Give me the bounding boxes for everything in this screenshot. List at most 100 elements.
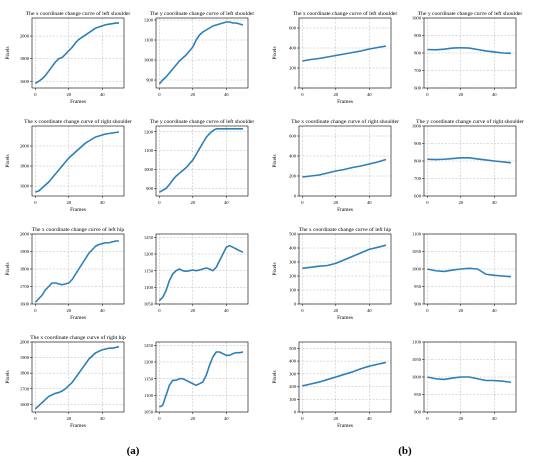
plot-frame [298,341,392,413]
x-tick-label: 40 [100,200,105,205]
y-tick-label: 1250 [144,343,154,348]
y-tick-label: 400 [289,46,297,51]
y-tick-label: 1900 [20,355,30,360]
series-line [158,21,244,85]
y-tick-label: 0 [294,302,297,307]
series-line [34,345,120,410]
y-tick-label: 1100 [144,38,154,43]
y-tick-label: 900 [146,78,154,83]
y-tick-label: 1200 [144,129,154,134]
x-tick-label: 40 [367,308,372,313]
series-line [34,22,119,85]
y-tick-label: 800 [414,159,422,164]
y-tick-label: 400 [289,246,297,251]
y-tick-label: 300 [289,371,297,376]
x-tick-label: 0 [301,92,304,97]
x-tick-label: 20 [459,416,464,421]
y-tick-label: 1000 [412,16,422,21]
x-tick-label: 0 [34,308,37,313]
x-axis-label: Frames [337,99,353,105]
x-tick-label: 20 [191,92,196,97]
x-tick-label: 0 [426,200,429,205]
x-tick-label: 0 [34,200,37,205]
y-tick-label: 1000 [412,375,422,380]
y-tick-label: 900 [414,410,422,415]
x-tick-label: 0 [301,200,304,205]
plot-frame [31,125,125,197]
x-tick-label: 40 [100,308,105,313]
y-tick-label: 700 [414,68,422,73]
plot-frame [155,233,249,305]
x-axis-label: Frames [70,99,86,105]
x-tick-label: 0 [34,92,37,97]
x-tick-label: 40 [224,308,229,313]
chart-title: The x coordinate change curve of left hi… [32,226,125,233]
y-tick-label: 1000 [144,58,154,63]
x-tick-label: 20 [67,200,72,205]
y-axis-label: Pixels [272,154,278,167]
series-line [35,131,120,193]
y-tick-label: 100 [289,288,297,293]
x-tick-label: 40 [367,92,372,97]
series-line [302,45,387,62]
y-tick-label: 500 [289,232,297,237]
y-tick-label: 2000 [20,34,30,39]
chart-16: 0 20 40 900 950 1000 1050 1100 [412,340,517,421]
y-tick-label: 1700 [20,386,30,391]
chart-title: The y coordinate change curve of right s… [416,118,524,125]
y-tick-label: 1600 [20,302,30,307]
x-tick-label: 20 [334,308,339,313]
x-tick-label: 20 [191,416,196,421]
x-axis-label: Frames [337,423,353,429]
x-tick-label: 40 [492,200,497,205]
plot-frame [155,341,249,413]
y-tick-label: 900 [414,141,422,146]
x-tick-label: 20 [459,308,464,313]
plot-frame [31,341,125,413]
x-tick-label: 40 [492,308,497,313]
y-tick-label: 100 [289,397,297,402]
plot-frame [298,233,392,305]
chart-14: 0 20 40 1050 1100 1150 1200 1250 [144,341,249,421]
x-tick-label: 0 [301,416,304,421]
y-tick-label: 1600 [20,184,30,189]
y-tick-label: 1050 [144,410,154,415]
y-tick-label: 800 [414,51,422,56]
x-tick-label: 40 [224,92,229,97]
plot-frame [298,125,392,197]
x-axis-label: Frames [337,207,353,213]
x-tick-label: 20 [334,92,339,97]
x-tick-label: 20 [459,92,464,97]
y-tick-label: 1000 [412,124,422,129]
y-tick-label: 200 [289,66,297,71]
x-tick-label: 20 [334,200,339,205]
y-tick-label: 1100 [412,340,422,345]
y-tick-label: 1100 [144,148,154,153]
panel-label-a: (a) [127,445,140,457]
y-tick-label: 1800 [20,56,30,61]
y-tick-label: 1100 [412,232,422,237]
x-axis-label: Frames [70,207,86,213]
plot-frame [155,17,249,89]
x-tick-label: 0 [426,92,429,97]
y-tick-label: 1800 [20,267,30,272]
y-axis-label: Pixels [272,370,278,383]
y-tick-label: 1800 [20,164,30,169]
chart-title: The x coordinate change curve of left hi… [299,226,392,233]
y-tick-label: 1050 [412,357,422,362]
y-tick-label: 2000 [20,340,30,345]
y-tick-label: 1050 [144,302,154,307]
y-tick-label: 1200 [144,360,154,365]
y-tick-label: 1800 [20,371,30,376]
chart-1: 0 20 40 1600 1800 2000 The x coordinate change… [5,10,130,105]
y-tick-label: 200 [289,174,297,179]
y-axis-label: Pixels [272,46,278,59]
chart-12: 0 20 40 900 950 1000 1050 1100 [412,232,517,313]
